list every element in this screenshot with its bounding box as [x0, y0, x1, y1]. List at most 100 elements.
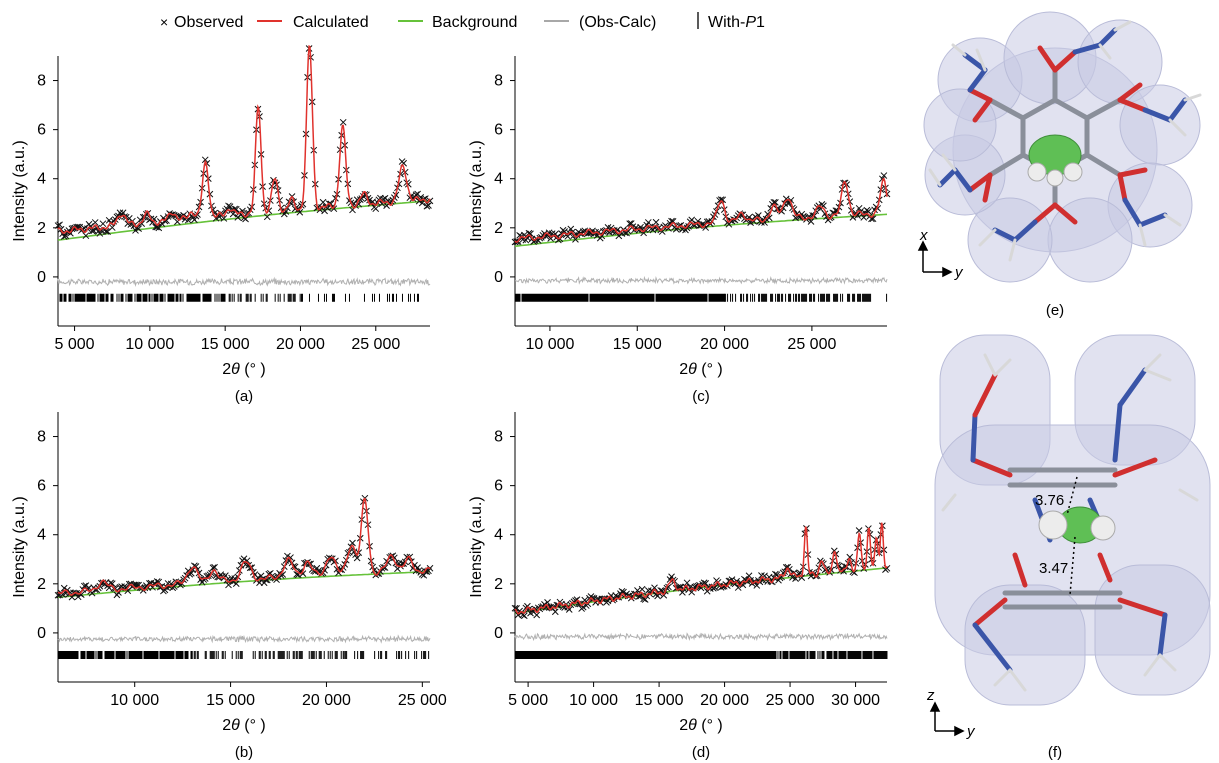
observed-point — [191, 216, 198, 224]
observed-point — [220, 215, 228, 222]
observed-point — [242, 215, 249, 223]
observed-point — [572, 235, 579, 243]
observed-point — [846, 553, 854, 561]
calculated-curve — [514, 522, 888, 615]
x-tick-label: 25 000 — [351, 336, 400, 353]
observed-point — [287, 554, 294, 561]
observed-point — [787, 196, 795, 204]
x-tick-label: 25 000 — [787, 336, 836, 353]
observed-point — [618, 587, 626, 595]
observed-point — [644, 219, 652, 226]
y-tick-label: 8 — [37, 429, 46, 446]
chart-panel-c: 0 2 4 6 8 10 000 15 000 20 000 25 000 Intensity (… — [468, 56, 891, 405]
observed-point — [778, 207, 785, 215]
guest-molecule — [1038, 506, 1116, 544]
observed-point — [299, 570, 307, 577]
observed-point — [232, 580, 240, 587]
x-axis-label: 2θ (° ) — [222, 717, 266, 734]
y-tick-label: 0 — [37, 625, 46, 642]
y-tick-label: 2 — [494, 220, 503, 237]
observed-point — [102, 228, 110, 235]
legend-calculated: Calculated — [257, 14, 369, 31]
legend-background-label: Background — [432, 14, 517, 31]
axis-z-label: z — [926, 687, 935, 704]
legend-background: Background — [398, 14, 517, 31]
observed-point — [679, 589, 686, 596]
y-tick-label: 0 — [494, 625, 503, 642]
y-tick-label: 0 — [494, 269, 503, 286]
y-tick-label: 6 — [37, 122, 46, 139]
observed-point — [372, 205, 380, 213]
y-tick-label: 8 — [494, 429, 503, 446]
observed-point — [378, 200, 386, 207]
x-tick-label: 10 000 — [125, 336, 174, 353]
observed-point — [638, 585, 646, 593]
observed-point — [77, 591, 85, 598]
difference-curve — [514, 632, 888, 642]
observed-point — [74, 593, 82, 601]
observed-point — [150, 215, 158, 223]
x-axis-label: 2θ (° ) — [222, 361, 266, 378]
y-axis-label: Intensity (a.u.) — [11, 140, 28, 241]
observed-point — [745, 572, 753, 580]
observed-point — [156, 583, 164, 591]
observed-point — [683, 579, 691, 587]
legend-difference-label: (Obs-Calc) — [579, 14, 656, 31]
molecule-panel-e: x y (e) — [917, 11, 1202, 319]
observed-points — [54, 45, 434, 240]
molecule-bonds — [937, 27, 1188, 243]
chart-legend: × Observed Calculated Background (Obs-Ca… — [160, 12, 765, 31]
observed-point — [765, 214, 773, 222]
observed-point — [641, 596, 649, 603]
x-tick-label: 5 000 — [55, 336, 95, 353]
observed-point — [772, 570, 779, 578]
observed-point — [854, 212, 861, 219]
background-curve — [57, 570, 431, 599]
observed-point — [56, 221, 63, 229]
observed-point — [807, 218, 815, 225]
observed-point — [119, 209, 127, 217]
distance-label-1: 3.76 — [1035, 492, 1064, 509]
y-axis-label: Intensity (a.u.) — [468, 496, 485, 597]
reflection-ticks — [514, 293, 888, 302]
panel-caption: (d) — [692, 744, 710, 761]
observed-point — [108, 224, 116, 231]
panel-caption: (b) — [235, 744, 253, 761]
chart-panel-a: 0 2 4 6 8 5 000 10 000 15 000 20 000 25 000 Intens… — [11, 45, 434, 405]
hydrogen-atoms — [941, 353, 1199, 692]
calculated-curve — [57, 45, 431, 234]
observed-point — [840, 567, 847, 575]
x-tick-label: 10 000 — [525, 336, 574, 353]
legend-difference: (Obs-Calc) — [544, 14, 656, 31]
distance-label-2: 3.47 — [1039, 560, 1068, 577]
difference-curve — [57, 276, 431, 287]
x-tick-label: 20 000 — [302, 692, 351, 709]
observed-marker-icon: × — [160, 14, 168, 30]
observed-point — [353, 554, 361, 562]
legend-observed: × Observed — [160, 14, 243, 31]
reflection-ticks — [514, 651, 888, 659]
x-tick-label: 25 000 — [766, 692, 815, 709]
observed-point — [764, 210, 772, 218]
axis-x-label: x — [919, 227, 928, 244]
y-tick-label: 0 — [37, 269, 46, 286]
panel-caption: (a) — [235, 388, 253, 405]
observed-point — [381, 564, 389, 571]
x-tick-label: 20 000 — [276, 336, 325, 353]
observed-point — [652, 218, 660, 226]
observed-point — [60, 233, 68, 240]
observed-points — [511, 522, 891, 620]
hydrogen-atoms — [928, 20, 1202, 262]
y-tick-label: 6 — [37, 478, 46, 495]
observed-point — [226, 203, 234, 210]
reflection-ticks — [57, 293, 419, 302]
observed-point — [279, 571, 287, 578]
y-tick-label: 2 — [494, 576, 503, 593]
y-tick-label: 6 — [494, 122, 503, 139]
distance-markers — [1066, 476, 1078, 596]
observed-point — [332, 194, 339, 202]
y-tick-label: 8 — [37, 73, 46, 90]
observed-point — [829, 209, 837, 217]
observed-point — [717, 196, 725, 203]
observed-point — [421, 195, 429, 202]
